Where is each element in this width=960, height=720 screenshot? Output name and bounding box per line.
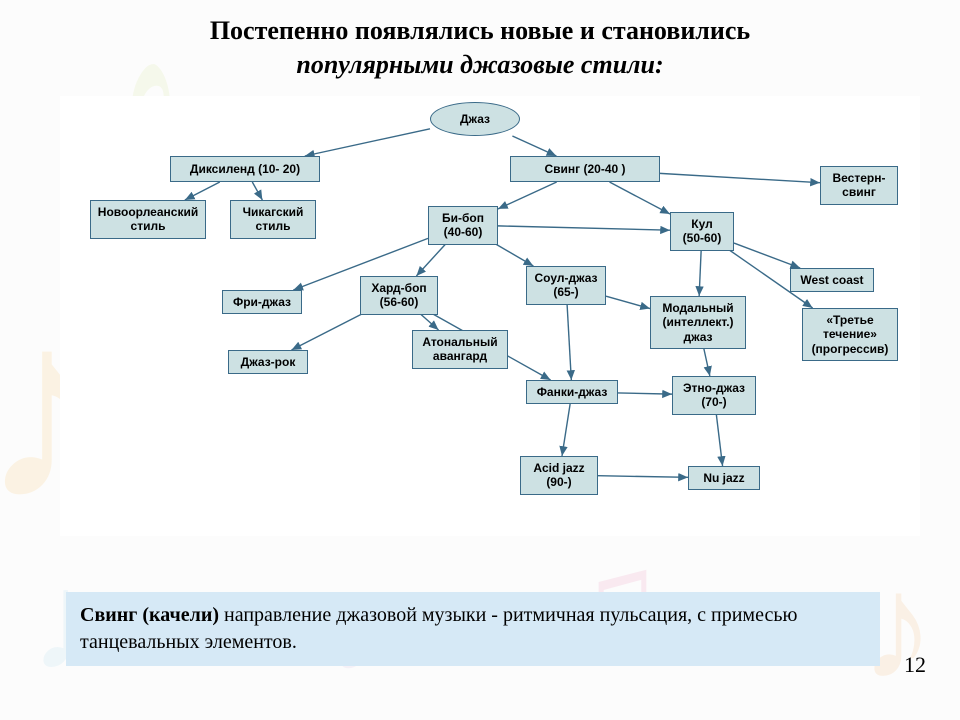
edge-bebop-cool [498,226,670,230]
edge-acid-nujazz [598,476,688,478]
edge-cool-modal [699,250,701,296]
node-ethno: Этно-джаз (70-) [672,376,756,415]
edge-root-swing [512,136,556,156]
node-western: Вестерн- свинг [820,166,898,205]
edge-cool-westc [734,243,800,268]
node-swing: Свинг (20-40 ) [510,156,660,182]
title-line1: Постепенно появлялись новые и становилис… [0,14,960,48]
jazz-styles-diagram: Джаз Диксиленд (10- 20) Свинг (20-40 ) Вест… [60,96,920,536]
edge-ethno-nujazz [716,414,722,466]
edge-funky-ethno [618,393,672,394]
edge-funky-acid [562,404,570,456]
node-chicago: Чикагский стиль [230,200,316,239]
page-number: 12 [904,652,926,678]
node-jazzrock: Джаз-рок [228,350,308,374]
node-atonal: Атональный авангард [412,330,508,369]
node-funky: Фанки-джаз [526,380,618,404]
edge-dixie-chicago [252,182,262,200]
node-third: «Третье течение» (прогрессив) [802,308,898,361]
node-dixie: Диксиленд (10- 20) [170,156,320,182]
edge-hardbop-jazzrock [291,314,361,350]
edge-bebop-souljazz [496,244,534,266]
edge-root-dixie [305,129,430,156]
edge-dixie-neworl [185,182,220,200]
node-nujazz: Nu jazz [688,466,760,490]
node-modal: Модальный (интеллект.) джаз [650,296,746,349]
node-hardbop: Хард-боп (56-60) [360,276,438,315]
edge-souljazz-modal [606,296,650,308]
node-acid: Acid jazz (90-) [520,456,598,495]
edge-bebop-hardbop [416,244,445,276]
node-bebop: Би-боп (40-60) [428,206,498,245]
edge-souljazz-funky [567,304,571,380]
node-cool: Кул (50-60) [670,212,734,251]
slide-title: Постепенно появлялись новые и становилис… [0,14,960,82]
edge-swing-western [660,173,820,182]
node-root: Джаз [430,102,520,136]
caption-bold: Свинг (качели) [80,604,219,626]
caption-box: Свинг (качели) направление джазовой музы… [66,592,880,666]
edge-swing-cool [610,182,670,214]
node-neworl: Новоорлеанский стиль [90,200,206,239]
node-free: Фри-джаз [222,290,302,314]
node-souljazz: Соул-джаз (65-) [526,266,606,305]
node-westc: West coast [790,268,874,292]
edge-modal-ethno [704,348,710,376]
edge-swing-bebop [498,182,557,209]
title-line2: популярными джазовые стили: [0,48,960,82]
